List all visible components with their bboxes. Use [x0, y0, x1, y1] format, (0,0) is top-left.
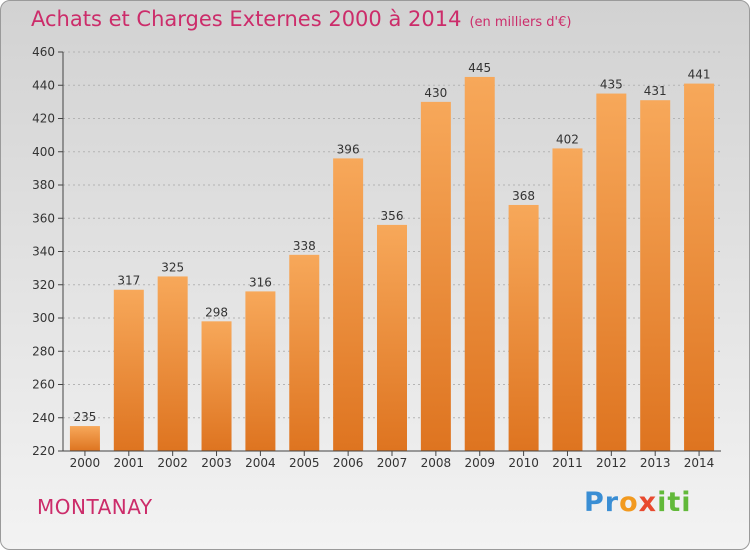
data-label-2006: 396 — [337, 142, 360, 156]
y-tick-label: 420 — [32, 112, 55, 126]
x-tick-label-2004: 2004 — [245, 456, 276, 470]
bar-2005 — [289, 254, 320, 451]
chart-subtitle: (en milliers d'€) — [469, 15, 572, 30]
bar-2007 — [377, 224, 407, 451]
data-label-2014: 441 — [688, 68, 711, 82]
x-tick-label-2010: 2010 — [508, 456, 539, 470]
y-tick-label: 460 — [32, 45, 55, 59]
chart-title-text: Achats et Charges Externes 2000 à 2014 — [31, 7, 462, 31]
y-tick-label: 340 — [32, 245, 55, 259]
y-tick-label: 400 — [32, 145, 55, 159]
bar-2006 — [333, 158, 364, 451]
data-label-2007: 356 — [381, 209, 404, 223]
y-tick-label: 220 — [32, 444, 55, 458]
x-tick-label-2002: 2002 — [157, 456, 188, 470]
data-label-2009: 445 — [468, 61, 491, 75]
x-tick-label-2012: 2012 — [596, 456, 627, 470]
y-tick-label: 280 — [32, 344, 55, 358]
data-label-2010: 368 — [512, 189, 535, 203]
data-label-2002: 325 — [161, 260, 184, 274]
bar-2003 — [201, 321, 232, 451]
bar-2014 — [684, 83, 715, 452]
y-tick-label: 440 — [32, 78, 55, 92]
data-label-2012: 435 — [600, 78, 623, 92]
bar-2013 — [640, 100, 671, 452]
bar-2004 — [245, 291, 276, 451]
x-tick-label-2006: 2006 — [333, 456, 364, 470]
y-tick-label: 300 — [32, 311, 55, 325]
y-tick-label: 240 — [32, 411, 55, 425]
location-name: MONTANAY — [37, 495, 153, 519]
chart-title: Achats et Charges Externes 2000 à 2014 (e… — [31, 7, 571, 31]
x-tick-label-2005: 2005 — [289, 456, 320, 470]
bar-2010 — [508, 204, 539, 451]
data-label-2011: 402 — [556, 132, 579, 146]
x-tick-label-2013: 2013 — [640, 456, 671, 470]
bar-2009 — [464, 76, 495, 451]
data-label-2013: 431 — [644, 84, 667, 98]
x-tick-label-2008: 2008 — [421, 456, 452, 470]
bar-2012 — [596, 93, 627, 451]
x-tick-label-2009: 2009 — [464, 456, 495, 470]
x-tick-label-2007: 2007 — [377, 456, 408, 470]
x-tick-label-2001: 2001 — [114, 456, 145, 470]
y-tick-label: 320 — [32, 278, 55, 292]
data-label-2004: 316 — [249, 275, 272, 289]
data-label-2003: 298 — [205, 305, 228, 319]
x-tick-label-2014: 2014 — [684, 456, 715, 470]
bar-2011 — [552, 148, 583, 452]
data-label-2005: 338 — [293, 239, 316, 253]
y-tick-label: 380 — [32, 178, 55, 192]
bar-2002 — [157, 276, 188, 451]
x-tick-label-2003: 2003 — [201, 456, 232, 470]
x-tick-label-2000: 2000 — [70, 456, 101, 470]
data-label-2008: 430 — [424, 86, 447, 100]
bar-2001 — [113, 289, 144, 451]
proxiti-logo[interactable]: Proxiti — [584, 487, 692, 518]
data-label-2000: 235 — [73, 410, 96, 424]
y-tick-label: 360 — [32, 211, 55, 225]
bar-2008 — [420, 101, 451, 451]
bar-2000 — [69, 426, 100, 451]
y-tick-label: 260 — [32, 378, 55, 392]
x-tick-label-2011: 2011 — [552, 456, 583, 470]
data-label-2001: 317 — [117, 274, 140, 288]
